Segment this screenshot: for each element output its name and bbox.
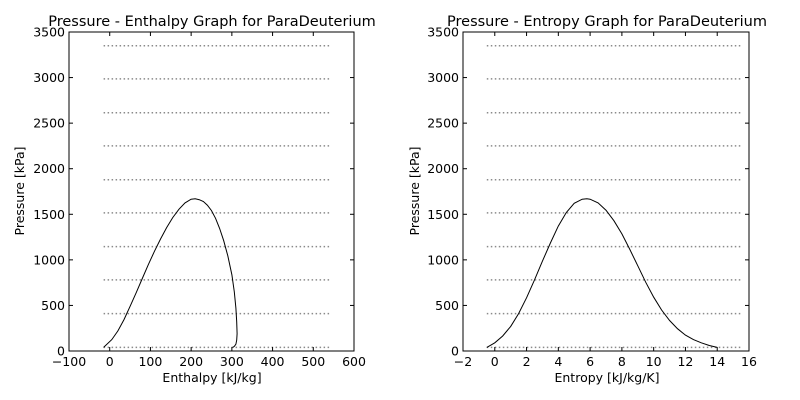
axes-frame — [462, 31, 750, 352]
chart-title: Pressure - Entropy Graph for ParaDeuteri… — [447, 14, 767, 30]
y-tick-label: 2000 — [33, 161, 65, 176]
x-tick-label: −2 — [454, 354, 472, 369]
chart-title: Pressure - Enthalpy Graph for ParaDeuter… — [48, 14, 376, 30]
saturation-curve — [103, 198, 238, 348]
saturation-curve — [486, 198, 718, 348]
x-tick-label: 300 — [220, 354, 244, 369]
x-tick-label: 500 — [301, 354, 325, 369]
y-tick-label: 1000 — [427, 252, 459, 267]
x-tick-label: 14 — [709, 354, 725, 369]
x-tick-label: 600 — [342, 354, 366, 369]
y-tick-label: 0 — [57, 344, 65, 359]
y-tick-label: 3000 — [33, 70, 65, 85]
x-tick-label: 12 — [677, 354, 693, 369]
y-tick-label: 2000 — [427, 161, 459, 176]
y-tick-label: 1000 — [33, 252, 65, 267]
x-tick-label: 6 — [586, 354, 594, 369]
plot-marks: −100 0 100 200 300 400 500 60005001000150020002… — [33, 25, 366, 370]
y-tick-label: 3000 — [427, 70, 459, 85]
x-tick-label: 400 — [261, 354, 285, 369]
x-tick-label: 10 — [646, 354, 662, 369]
x-tick-label: 16 — [741, 354, 757, 369]
x-axis-label: Entropy [kJ/kg/K] — [554, 370, 659, 385]
pressure-entropy-chart: Pressure - Entropy Graph for ParaDeuteri… — [407, 14, 767, 385]
x-tick-label: 2 — [523, 354, 531, 369]
x-tick-label: 8 — [618, 354, 626, 369]
x-axis-label: Enthalpy [kJ/kg] — [162, 370, 261, 385]
x-tick-label: 200 — [179, 354, 203, 369]
y-tick-label: 3500 — [427, 25, 459, 40]
y-axis-label: Pressure [kPa] — [407, 147, 422, 236]
y-tick-label: 2500 — [427, 116, 459, 131]
plot-marks: −2 0 2 4 6 8 10 12 14 160500100015002000250030003… — [427, 25, 757, 370]
y-tick-label: 1500 — [33, 207, 65, 222]
x-tick-label: 0 — [491, 354, 499, 369]
y-tick-label: 500 — [41, 298, 65, 313]
y-tick-label: 1500 — [427, 207, 459, 222]
y-tick-label: 500 — [435, 298, 459, 313]
y-tick-label: 3500 — [33, 25, 65, 40]
x-tick-label: 100 — [138, 354, 162, 369]
y-axis-label: Pressure [kPa] — [12, 147, 27, 236]
pressure-enthalpy-chart: Pressure - Enthalpy Graph for ParaDeuter… — [12, 14, 376, 385]
x-tick-label: 0 — [106, 354, 114, 369]
y-tick-label: 0 — [451, 344, 459, 359]
y-tick-label: 2500 — [33, 116, 65, 131]
x-tick-label: −100 — [52, 354, 86, 369]
x-tick-label: 4 — [554, 354, 562, 369]
axes-frame — [68, 31, 355, 352]
